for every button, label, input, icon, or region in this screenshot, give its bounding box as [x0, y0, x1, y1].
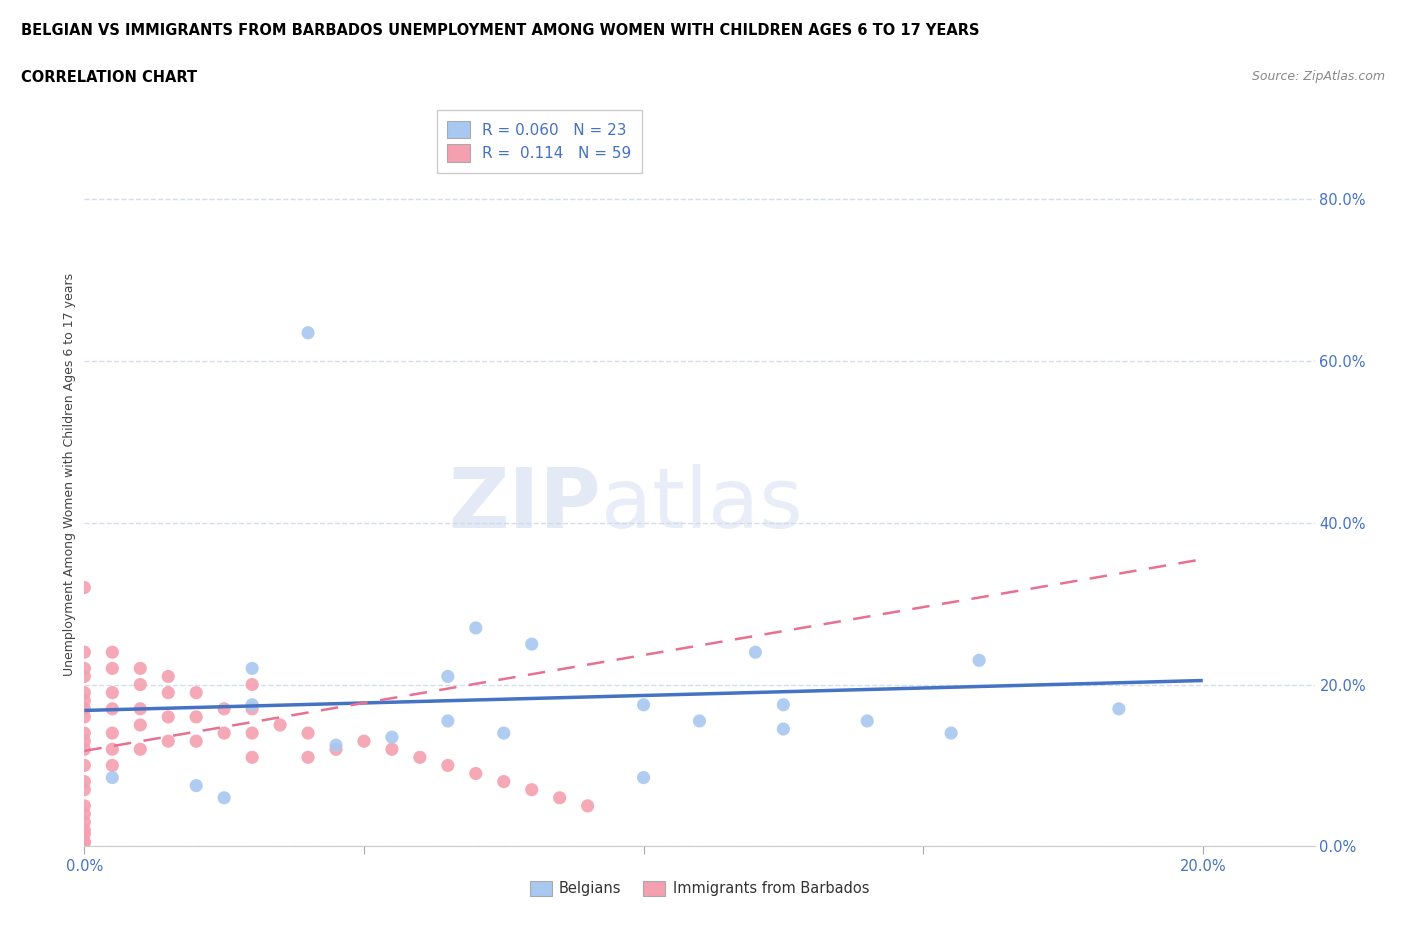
- Legend: Belgians, Immigrants from Barbados: Belgians, Immigrants from Barbados: [524, 875, 875, 902]
- Point: [633, 698, 655, 712]
- Point: [73, 835, 96, 850]
- Point: [437, 669, 460, 684]
- Point: [297, 725, 319, 740]
- Point: [464, 620, 486, 635]
- Point: [101, 685, 124, 700]
- Point: [939, 725, 962, 740]
- Point: [689, 713, 711, 728]
- Point: [186, 778, 208, 793]
- Point: [73, 782, 96, 797]
- Point: [772, 722, 794, 737]
- Point: [157, 685, 180, 700]
- Point: [101, 661, 124, 676]
- Point: [129, 677, 152, 692]
- Point: [409, 750, 432, 764]
- Point: [492, 725, 515, 740]
- Point: [101, 644, 124, 659]
- Point: [240, 750, 263, 764]
- Point: [492, 774, 515, 789]
- Point: [73, 685, 96, 700]
- Point: [212, 701, 235, 716]
- Point: [240, 677, 263, 692]
- Text: ZIP: ZIP: [449, 463, 602, 545]
- Point: [520, 637, 543, 652]
- Point: [325, 737, 347, 752]
- Point: [73, 661, 96, 676]
- Point: [157, 710, 180, 724]
- Text: atlas: atlas: [602, 463, 803, 545]
- Point: [269, 718, 291, 733]
- Point: [437, 713, 460, 728]
- Point: [157, 669, 180, 684]
- Point: [73, 693, 96, 708]
- Point: [464, 766, 486, 781]
- Point: [548, 790, 571, 805]
- Point: [381, 742, 404, 757]
- Point: [437, 758, 460, 773]
- Point: [101, 758, 124, 773]
- Point: [73, 835, 96, 850]
- Text: CORRELATION CHART: CORRELATION CHART: [21, 70, 197, 85]
- Point: [186, 685, 208, 700]
- Point: [186, 734, 208, 749]
- Point: [297, 750, 319, 764]
- Point: [129, 701, 152, 716]
- Point: [381, 730, 404, 745]
- Point: [212, 790, 235, 805]
- Point: [73, 742, 96, 757]
- Point: [101, 770, 124, 785]
- Point: [73, 774, 96, 789]
- Text: Source: ZipAtlas.com: Source: ZipAtlas.com: [1251, 70, 1385, 83]
- Point: [129, 661, 152, 676]
- Point: [73, 815, 96, 830]
- Point: [212, 725, 235, 740]
- Point: [73, 669, 96, 684]
- Point: [856, 713, 879, 728]
- Point: [101, 701, 124, 716]
- Point: [240, 698, 263, 712]
- Y-axis label: Unemployment Among Women with Children Ages 6 to 17 years: Unemployment Among Women with Children A…: [63, 272, 76, 676]
- Point: [772, 698, 794, 712]
- Point: [101, 725, 124, 740]
- Point: [73, 827, 96, 842]
- Point: [240, 725, 263, 740]
- Point: [101, 742, 124, 757]
- Point: [744, 644, 766, 659]
- Point: [73, 580, 96, 595]
- Point: [633, 770, 655, 785]
- Point: [129, 718, 152, 733]
- Point: [520, 782, 543, 797]
- Point: [73, 710, 96, 724]
- Point: [73, 823, 96, 838]
- Point: [297, 326, 319, 340]
- Point: [129, 742, 152, 757]
- Point: [157, 734, 180, 749]
- Point: [73, 734, 96, 749]
- Point: [73, 758, 96, 773]
- Point: [73, 806, 96, 821]
- Point: [967, 653, 990, 668]
- Point: [240, 661, 263, 676]
- Point: [186, 710, 208, 724]
- Point: [1108, 701, 1130, 716]
- Point: [73, 701, 96, 716]
- Point: [325, 742, 347, 757]
- Point: [576, 799, 599, 814]
- Point: [73, 725, 96, 740]
- Point: [73, 799, 96, 814]
- Point: [73, 644, 96, 659]
- Point: [353, 734, 375, 749]
- Text: BELGIAN VS IMMIGRANTS FROM BARBADOS UNEMPLOYMENT AMONG WOMEN WITH CHILDREN AGES : BELGIAN VS IMMIGRANTS FROM BARBADOS UNEM…: [21, 23, 980, 38]
- Point: [240, 701, 263, 716]
